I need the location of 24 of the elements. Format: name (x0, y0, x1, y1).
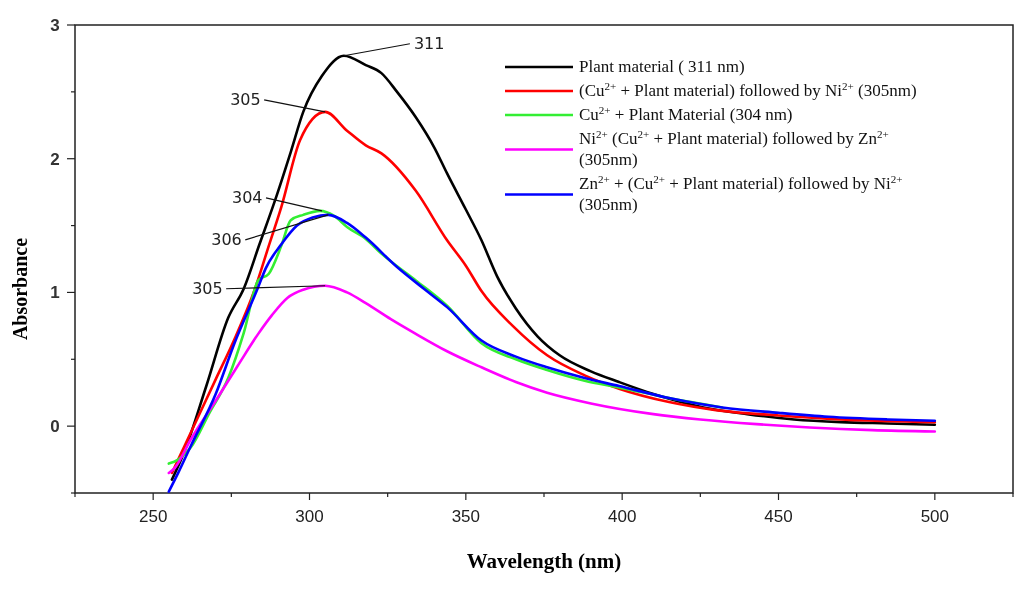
x-tick-label: 450 (764, 507, 793, 526)
annotation: 311 (413, 33, 445, 53)
annotation: 304 (232, 187, 263, 207)
x-tick-label: 400 (607, 507, 637, 526)
legend-label: Cu$^{2+}$ + Plant Material (304 nm) (579, 104, 793, 124)
x-tick-label: 350 (451, 507, 481, 526)
y-axis-title: Absorbance (9, 237, 31, 341)
y-tick-label: 1 (50, 283, 60, 303)
x-tick-label: 250 (138, 507, 168, 526)
y-tick-label: 3 (50, 16, 60, 35)
line-series (167, 284, 937, 475)
legend-label: (Cu$^{2+}$ + Plant material) followed by Ni$^{2+}$ (305nm) (579, 80, 917, 100)
text: Ni$^{2+}$ (Cu$^{2+}$ + Plant material) followed by Zn$^{2+}$ (305nm) (579, 128, 889, 169)
y-tick-label: 2 (50, 149, 60, 169)
line-series (167, 213, 937, 493)
x-axis-title: Wavelength (nm) (466, 549, 622, 573)
annotation: 305 (192, 278, 223, 298)
x-tick-label: 500 (920, 507, 950, 526)
legend-label: Plant material ( 311 nm) (579, 57, 745, 76)
y-tick-label: 0 (50, 417, 60, 437)
annotation: 306 (211, 229, 242, 249)
annotation: 305 (230, 89, 261, 109)
x-tick-label: 300 (295, 507, 324, 526)
text: Zn$^{2+}$ + (Cu$^{2+}$ + Plant material) followed by Ni$^{2+}$ (305nm) (579, 173, 903, 214)
